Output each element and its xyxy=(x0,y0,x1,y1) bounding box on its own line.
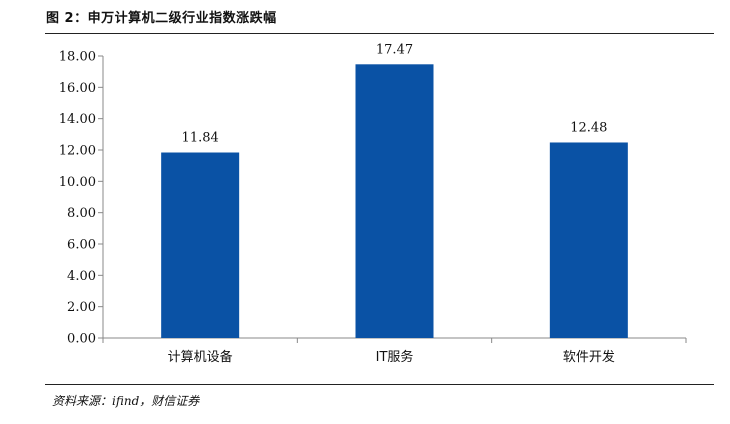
data-label: 17.47 xyxy=(376,42,413,57)
y-tick-label: 12.00 xyxy=(59,144,96,159)
y-tick-label: 6.00 xyxy=(67,238,96,253)
bar xyxy=(549,142,628,338)
y-tick-label: 2.00 xyxy=(67,300,96,315)
y-tick-label: 4.00 xyxy=(67,269,96,284)
figure-title: 图 2：申万计算机二级行业指数涨跌幅 xyxy=(46,11,277,26)
bar xyxy=(355,64,434,338)
top-rule xyxy=(45,33,714,34)
x-tick-label: 软件开发 xyxy=(563,349,615,365)
bottom-rule xyxy=(45,384,714,385)
x-tick-label: 计算机设备 xyxy=(168,349,233,365)
source-note: 资料来源：ifind，财信证券 xyxy=(52,394,200,408)
x-tick-label: IT服务 xyxy=(376,349,414,365)
y-tick-label: 16.00 xyxy=(59,81,96,96)
y-tick-label: 14.00 xyxy=(59,112,96,127)
data-label: 12.48 xyxy=(570,120,607,135)
data-label: 11.84 xyxy=(182,131,219,146)
y-tick-label: 8.00 xyxy=(67,206,96,221)
y-tick-label: 18.00 xyxy=(59,50,96,65)
y-tick-label: 10.00 xyxy=(59,175,96,190)
bar xyxy=(161,152,240,338)
y-tick-label: 0.00 xyxy=(67,332,96,347)
